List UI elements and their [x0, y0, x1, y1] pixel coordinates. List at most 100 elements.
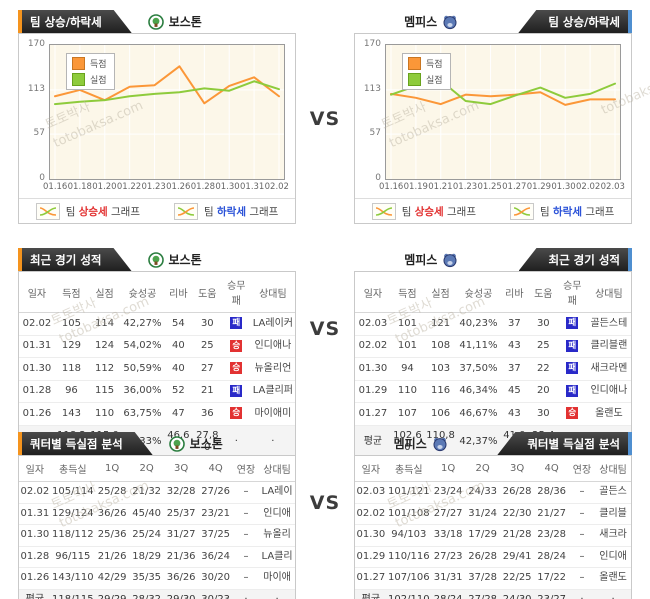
table-cell: 27: [192, 357, 222, 381]
table-cell: 골든스테: [586, 312, 631, 336]
table-cell: 36/26: [94, 503, 130, 525]
concede-label: 실점: [90, 76, 107, 86]
table-cell: 22: [528, 357, 558, 381]
table-cell: 새크라: [595, 524, 631, 547]
table-cell: 31/27: [163, 524, 199, 547]
memphis-team-label: 멤피스: [404, 251, 458, 268]
table-cell: 101: [390, 335, 424, 358]
table-cell: 01.27: [355, 567, 387, 590]
x-axis-labels: 01.16 01.19 01.21 01.23 01.25 01.27 01.29 01.30…: [379, 182, 625, 192]
boston-chart: 득점 실점 0 57 113 170 01.16 01.18 01.20 01.22 01.2…: [19, 34, 295, 198]
table-cell: –: [568, 524, 596, 547]
table-cell: 승: [221, 357, 251, 381]
memphis-quarter-table: 일자 총득실 1Q 2Q 3Q 4Q 연장 상대팀 02.03 101/121 23/24 24/33…: [355, 456, 631, 599]
table-cell: 22/25: [499, 567, 535, 590]
column-header: 슛성공: [121, 272, 164, 313]
table-cell: 110: [87, 402, 122, 426]
table-cell: 승: [221, 335, 251, 358]
table-cell: 28/24: [534, 546, 569, 568]
quarter-tab: 쿼터별 득실점 분석: [497, 432, 632, 455]
memphis-team-label: 멤피스: [404, 13, 458, 30]
rise-graph-icon: [35, 202, 60, 220]
x-axis-tick: 02.02: [264, 182, 289, 192]
x-axis-tick: 01.25: [477, 182, 502, 192]
table-cell: 30: [192, 312, 222, 336]
score-line: [390, 91, 616, 106]
table-cell: 21/26: [94, 546, 130, 568]
table-cell: 40: [163, 335, 193, 358]
memphis-quarter-header: 멤피스 쿼터별 득실점 분석: [354, 432, 632, 455]
boston-trend-header: 팀 상승/하락세 보스톤: [18, 10, 296, 33]
table-cell: 118/115: [50, 588, 95, 599]
table-cell: –: [232, 481, 260, 504]
table-cell: 103: [423, 357, 458, 381]
memphis-trend-panel: 멤피스 팀 상승/하락세: [354, 10, 632, 224]
boston-logo-icon: [168, 435, 185, 452]
column-header: 1Q: [94, 456, 130, 482]
table-cell: 01.31: [19, 503, 51, 525]
table-cell: ·: [568, 588, 596, 599]
table-cell: 21: [192, 380, 222, 403]
table-cell: 21/28: [499, 524, 535, 547]
table-cell: 02.02: [355, 335, 391, 358]
table-cell: 올랜도: [586, 402, 631, 426]
table-cell: 105: [54, 312, 88, 336]
x-axis-tick: 01.23: [452, 182, 478, 192]
memphis-recent-table: 일자 득점 실점 슛성공 리바 도움 승무패 상대팀 02.03 101 121 40,23% 37 30…: [355, 272, 631, 459]
recent-tab: 최근 경기 성적: [18, 248, 132, 271]
x-axis-tick: 01.21: [428, 182, 453, 192]
table-row: 02.02 101/108 27/27 31/24 22/30 21/27– 클리블: [355, 503, 631, 525]
loss-badge: 패: [230, 384, 243, 397]
table-cell: 27/27: [430, 503, 466, 525]
table-cell: 인디애나: [586, 380, 631, 403]
table-cell: 94: [390, 357, 424, 381]
table-cell: 30: [528, 312, 558, 336]
x-axis-tick: 01.18: [67, 182, 92, 192]
table-cell: 112: [87, 357, 122, 381]
column-header: 상대팀: [250, 272, 295, 313]
table-cell: 46,67%: [457, 402, 500, 426]
memphis-team-name: 멤피스: [404, 253, 438, 267]
score-line: [54, 65, 280, 105]
column-header: 일자: [355, 456, 387, 482]
table-cell: 46,34%: [457, 380, 500, 403]
boston-recent-panel: 최근 경기 성적 보스톤 일자 득점 실점 슛성공 리바 도움 승무패 상대팀 02.02 105…: [18, 248, 296, 460]
table-cell: 110: [390, 380, 424, 403]
column-header: 도움: [192, 272, 222, 313]
table-cell: 36,00%: [121, 380, 164, 403]
fall-legend-item: 팀 하락세 그래프: [174, 202, 278, 220]
table-cell: 102/110: [386, 588, 431, 599]
table-cell: 02.02: [19, 312, 55, 336]
quarter-tab-label: 쿼터별 득실점 분석: [527, 436, 620, 451]
x-axis-tick: 01.28: [190, 182, 216, 192]
table-row: 01.28 96 115 36,00% 52 21 패 LA클리퍼: [19, 380, 295, 403]
memphis-chart-plot: 득점 실점: [385, 44, 621, 180]
table-cell: 30/20: [198, 567, 233, 590]
average-row: 평균 102/110 28/24 27/28 24/30 23/27 · ·: [355, 588, 631, 599]
table-header-row: 일자 득점 실점 슛성공 리바 도움 승무패 상대팀: [19, 272, 295, 313]
score-swatch: [72, 57, 85, 70]
rise-legend-item: 팀 상승세 그래프: [35, 202, 140, 220]
boston-logo-icon: [147, 251, 164, 268]
table-cell: 114: [87, 312, 122, 336]
table-cell: LA레이커: [250, 312, 295, 336]
loss-badge: 패: [566, 317, 579, 329]
table-cell: 96: [54, 380, 88, 403]
table-cell: 25/36: [94, 524, 130, 547]
table-cell: –: [568, 503, 596, 525]
x-axis-tick: 01.29: [526, 182, 552, 192]
vs-label-top: VS: [309, 108, 341, 130]
table-row: 02.02 101 108 41,11% 43 25 패 클리블랜: [355, 335, 631, 358]
boston-quarter-panel: 쿼터별 득실점 분석 보스톤 일자 총득실 1Q 2Q 3Q 4Q 연장 상대팀 02.02 10…: [18, 432, 296, 599]
concede-label: 실점: [426, 76, 443, 86]
table-cell: 올랜도: [595, 567, 631, 590]
column-header: 1Q: [430, 456, 466, 482]
table-cell: 129: [54, 335, 88, 358]
y-axis-tick: 113: [363, 83, 381, 94]
table-cell: 승: [221, 402, 251, 426]
fall-graph-icon: [174, 202, 198, 220]
memphis-team-label: 멤피스: [394, 435, 448, 452]
table-cell: 01.26: [19, 402, 55, 426]
fall-graph-icon: [510, 202, 534, 220]
table-cell: 29/30: [163, 588, 199, 599]
